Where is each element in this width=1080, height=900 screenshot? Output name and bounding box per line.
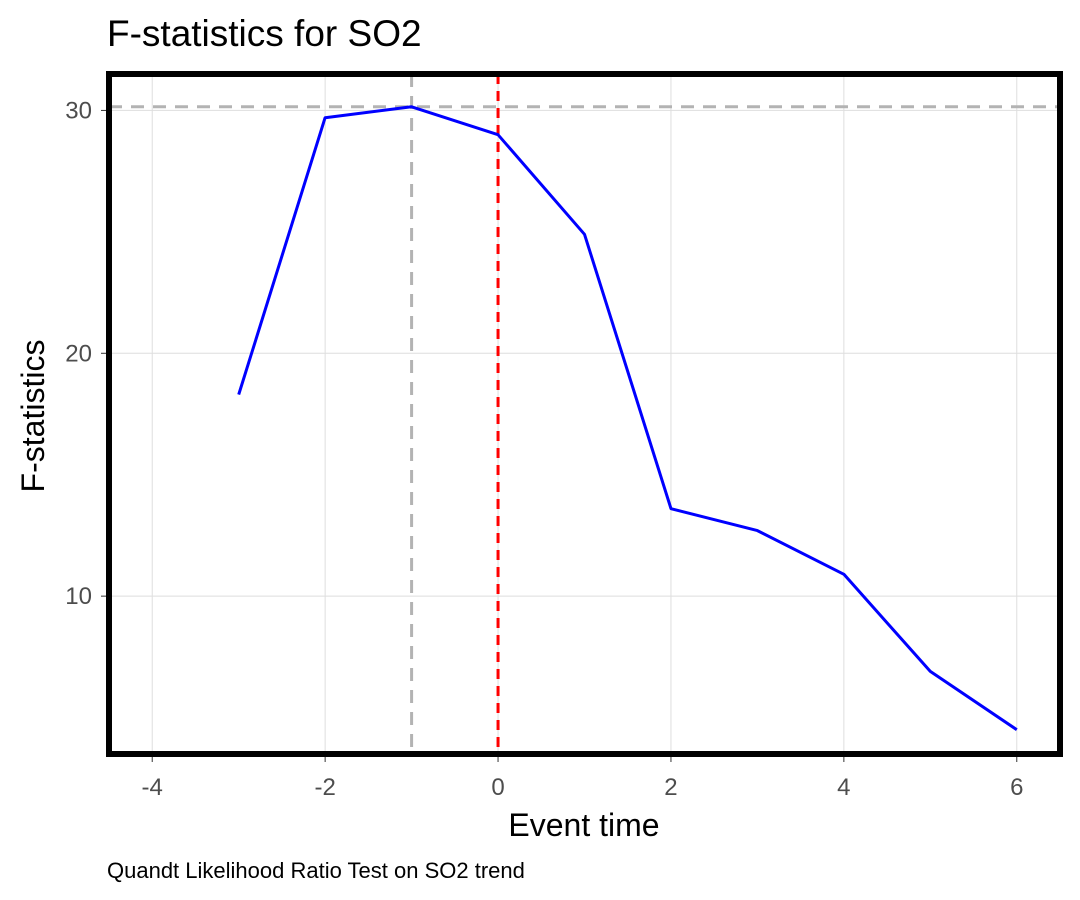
plot-panel-border [106,71,1063,757]
series-layer [237,105,1018,731]
chart-caption: Quandt Likelihood Ratio Test on SO2 tren… [107,858,525,883]
x-tick-label: 6 [1010,774,1023,801]
y-tick-label: 10 [65,583,92,610]
x-axis-ticks: -4 -2 0 2 4 6 [142,757,1023,801]
y-axis-ticks: 10 20 30 [65,97,106,610]
x-tick-label: -4 [142,774,163,801]
x-tick-label: 2 [664,774,677,801]
reference-lines [109,74,1060,754]
y-tick-label: 30 [65,97,92,124]
grid [109,74,1060,754]
x-tick-label: -2 [314,774,335,801]
series-line [237,105,1018,731]
x-axis-label: Event time [508,807,659,843]
chart-title: F-statistics for SO2 [107,13,422,54]
x-tick-label: 4 [837,774,850,801]
y-axis-label: F-statistics [15,340,51,493]
y-tick-label: 20 [65,340,92,367]
x-tick-label: 0 [491,774,504,801]
